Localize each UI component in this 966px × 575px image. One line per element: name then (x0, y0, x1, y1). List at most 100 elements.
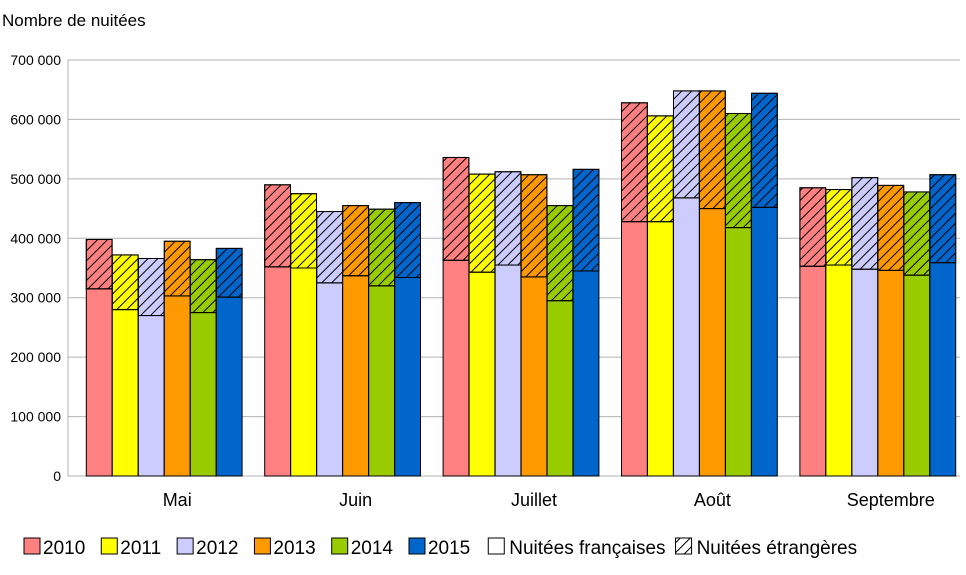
bar-hatch-overlay (929, 174, 957, 264)
bar-hatch-overlay (111, 254, 139, 311)
legend-swatch-2010 (23, 537, 41, 555)
legend-label: 2014 (351, 538, 394, 559)
bar-nuitees-francaises (137, 315, 165, 477)
bar-group-2012 (494, 171, 522, 477)
bar-group-2010 (799, 187, 827, 477)
bar-nuitees-francaises (316, 282, 344, 477)
bar-group-2011 (647, 115, 674, 477)
bar-nuitees-francaises (699, 208, 726, 477)
bar-nuitees-francaises (725, 227, 752, 477)
legend-label: Nuitées étrangères (697, 538, 858, 559)
y-tick-labels: 0 100 000 200 000 300 000 400 000 500 000 600 … (10, 52, 61, 484)
bar-hatch-overlay (394, 202, 422, 279)
y-tick-label: 200 000 (10, 349, 61, 365)
bar-group-2011 (290, 193, 318, 477)
x-tick-label: Septembre (847, 490, 935, 510)
bar-group-2013 (877, 184, 905, 477)
bar-hatch-overlay (751, 92, 778, 208)
legend-swatch-2011 (100, 537, 118, 555)
y-tick-label: 700 000 (10, 52, 61, 68)
bar-hatch-overlay (264, 184, 292, 268)
bar-group-2012 (137, 257, 165, 477)
bar-nuitees-francaises (189, 312, 217, 477)
bar-nuitees-francaises (468, 271, 496, 477)
bar-group-2015 (751, 92, 778, 477)
bar-nuitees-francaises (368, 285, 396, 477)
bar-hatch-overlay (621, 102, 648, 223)
bar-nuitees-francaises (85, 288, 113, 477)
x-tick-label: Juin (339, 490, 372, 510)
bar-hatch-overlay (647, 115, 674, 223)
bar-group-2014 (903, 191, 931, 477)
legend-label: 2013 (273, 538, 315, 559)
y-tick-label: 0 (53, 468, 61, 484)
bar-group-2015 (572, 168, 600, 477)
x-tick-label: Juillet (511, 490, 557, 510)
bar-nuitees-francaises (751, 206, 778, 477)
bar-nuitees-francaises (494, 264, 522, 477)
bar-group-2012 (316, 211, 344, 477)
bar-hatch-overlay (137, 257, 165, 317)
bar-hatch-overlay (163, 240, 191, 297)
y-tick-label: 600 000 (10, 111, 61, 127)
legend-label: 2011 (120, 538, 161, 559)
bar-nuitees-francaises (546, 300, 574, 477)
bar-hatch-overlay (442, 156, 470, 261)
x-tick-labels: Mai Juin Juillet Août Septembre (163, 490, 935, 510)
bar-group-2011 (825, 189, 853, 477)
bar-nuitees-francaises (851, 268, 879, 477)
bar-nuitees-francaises (163, 295, 191, 477)
bar-group-2010 (85, 238, 113, 477)
bar-hatch-overlay (520, 174, 548, 278)
bar-hatch-overlay (342, 205, 370, 277)
bar-hatch-overlay (368, 208, 396, 287)
bar-hatch-overlay (725, 112, 752, 229)
legend: 2010 2011 2012 2013 2014 2015 Nuitées français… (23, 537, 858, 559)
legend-label: 2015 (428, 538, 470, 559)
legend-swatch-2012 (176, 537, 194, 555)
legend-swatch-2015 (408, 537, 426, 555)
bar-group-2015 (929, 174, 957, 477)
bar-group-2010 (442, 156, 470, 477)
bar-nuitees-francaises (215, 296, 243, 477)
bar-nuitees-francaises (673, 197, 700, 477)
legend-swatch-etrangeres (675, 537, 693, 555)
legend-label: 2012 (196, 538, 238, 559)
legend-swatch-francaises (487, 537, 505, 555)
x-tick-label: Mai (163, 490, 192, 510)
bar-group-2010 (264, 184, 292, 477)
y-tick-label: 100 000 (10, 409, 61, 425)
bar-group-2015 (394, 202, 422, 477)
bar-group-2011 (468, 173, 496, 477)
bar-hatch-overlay (673, 90, 700, 199)
bar-nuitees-francaises (647, 221, 674, 477)
bar-hatch-overlay (290, 193, 318, 269)
x-tick-label: Août (694, 490, 731, 510)
bar-group-2013 (163, 240, 191, 477)
bar-nuitees-francaises (903, 274, 931, 477)
bar-nuitees-francaises (572, 270, 600, 477)
bar-nuitees-francaises (799, 265, 827, 477)
bar-group-2013 (520, 174, 548, 477)
bar-nuitees-francaises (111, 309, 139, 477)
legend-label: Nuitées françaises (509, 538, 665, 559)
legend-label: 2010 (43, 538, 85, 559)
bar-hatch-overlay (189, 259, 217, 314)
bar-hatch-overlay (572, 168, 600, 272)
bar-nuitees-francaises (929, 262, 957, 477)
bar-hatch-overlay (825, 189, 853, 266)
bar-group-2014 (189, 259, 217, 477)
bar-nuitees-francaises (877, 269, 905, 477)
bar-nuitees-francaises (825, 264, 853, 477)
bar-hatch-overlay (903, 191, 931, 276)
bar-hatch-overlay (494, 171, 522, 266)
bar-group-2010 (621, 102, 648, 477)
bar-group-2014 (546, 205, 574, 477)
bar-hatch-overlay (468, 173, 496, 273)
bar-nuitees-francaises (264, 266, 292, 477)
y-tick-label: 400 000 (10, 230, 61, 246)
bar-group-2011 (111, 254, 139, 477)
bar-hatch-overlay (699, 90, 726, 210)
